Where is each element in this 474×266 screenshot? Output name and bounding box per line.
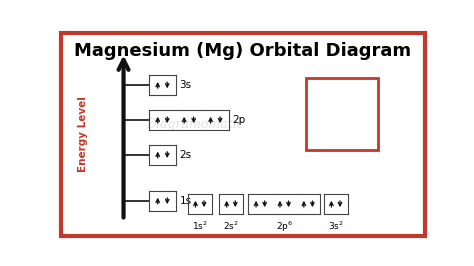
Text: 2p: 2p: [232, 115, 246, 125]
Text: 2p$^6$: 2p$^6$: [275, 219, 293, 234]
Text: 1s$^2$: 1s$^2$: [192, 219, 208, 232]
Text: 3s: 3s: [179, 80, 191, 90]
Text: Diagramomatic: Diagramomatic: [146, 118, 244, 131]
Text: 1s: 1s: [179, 196, 191, 206]
Text: Mg: Mg: [309, 93, 375, 131]
Bar: [306, 78, 378, 150]
Text: 24.304: 24.304: [346, 90, 372, 99]
Text: 3s$^2$: 3s$^2$: [328, 219, 344, 232]
Text: 2s$^2$: 2s$^2$: [223, 219, 239, 232]
Text: Magnesium (Mg) Orbital Diagram: Magnesium (Mg) Orbital Diagram: [74, 42, 411, 60]
Text: 12: 12: [315, 90, 329, 100]
Text: Magnesium: Magnesium: [320, 130, 364, 139]
Text: Energy Level: Energy Level: [78, 96, 88, 172]
Text: 2s: 2s: [179, 150, 191, 160]
